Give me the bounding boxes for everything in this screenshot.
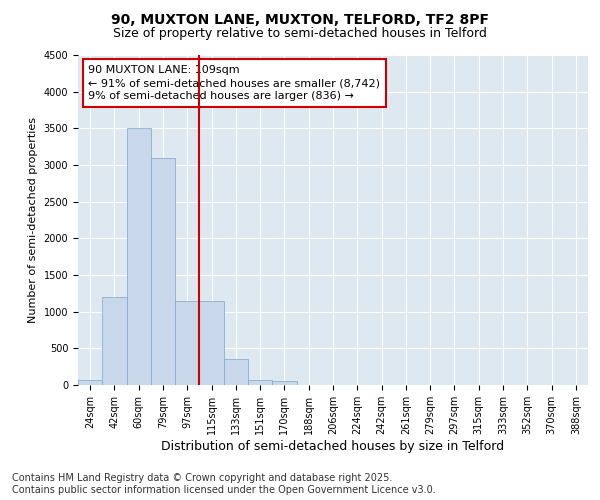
Bar bbox=[102, 297, 127, 385]
Bar bbox=[127, 128, 151, 385]
Bar bbox=[224, 360, 248, 385]
Text: 90, MUXTON LANE, MUXTON, TELFORD, TF2 8PF: 90, MUXTON LANE, MUXTON, TELFORD, TF2 8P… bbox=[111, 12, 489, 26]
Bar bbox=[175, 300, 199, 385]
Bar bbox=[78, 380, 102, 385]
Text: Contains HM Land Registry data © Crown copyright and database right 2025.
Contai: Contains HM Land Registry data © Crown c… bbox=[12, 474, 436, 495]
Text: 90 MUXTON LANE: 109sqm
← 91% of semi-detached houses are smaller (8,742)
9% of s: 90 MUXTON LANE: 109sqm ← 91% of semi-det… bbox=[88, 65, 380, 102]
Bar bbox=[272, 382, 296, 385]
Bar bbox=[151, 158, 175, 385]
Bar bbox=[199, 300, 224, 385]
X-axis label: Distribution of semi-detached houses by size in Telford: Distribution of semi-detached houses by … bbox=[161, 440, 505, 452]
Bar bbox=[248, 380, 272, 385]
Y-axis label: Number of semi-detached properties: Number of semi-detached properties bbox=[28, 117, 38, 323]
Text: Size of property relative to semi-detached houses in Telford: Size of property relative to semi-detach… bbox=[113, 28, 487, 40]
